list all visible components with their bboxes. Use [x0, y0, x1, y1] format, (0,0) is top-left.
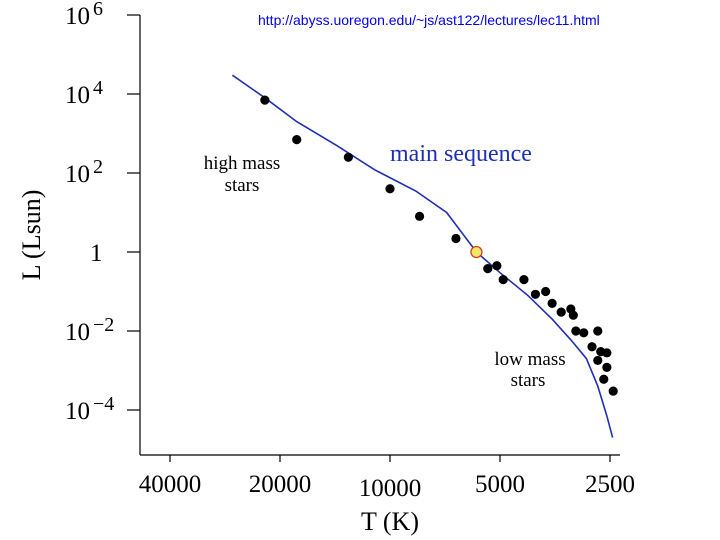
- y-axis-title: L (Lsun): [17, 190, 46, 281]
- star-point: [602, 348, 612, 358]
- star-point: [556, 307, 566, 317]
- star-point: [568, 310, 578, 320]
- x-axis-ticks: 40000 20000 10000 5000 2500: [139, 455, 635, 502]
- y-tick-label: 10 4: [65, 77, 103, 109]
- y-axis-ticks: 10 6 10 4 10 2 1 10 −2 10 −4: [65, 0, 140, 425]
- x-tick-label: 2500: [585, 471, 635, 498]
- star-point: [579, 328, 589, 338]
- x-axis-title: T (K): [361, 507, 419, 536]
- star-point: [498, 275, 508, 285]
- x-tick-label: 10000: [359, 475, 422, 502]
- y-tick-label: 10 −4: [65, 393, 114, 425]
- x-tick-label: 5000: [475, 471, 525, 498]
- y-tick-label: 10 6: [65, 0, 103, 30]
- star-point: [451, 233, 461, 244]
- y-tick-label: 1: [90, 240, 103, 267]
- star-point: [483, 263, 493, 274]
- star-point: [593, 355, 603, 366]
- main-sequence-curve: [231, 74, 614, 438]
- annotation-low-mass-line2: stars: [511, 370, 546, 391]
- star-points: [260, 95, 618, 396]
- star-point: [602, 362, 612, 372]
- x-tick-label: 20000: [249, 471, 312, 498]
- source-url[interactable]: http://abyss.uoregon.edu/~js/ast122/lect…: [258, 12, 600, 28]
- star-point: [593, 326, 603, 336]
- star-point: [519, 275, 529, 285]
- star-point: [492, 261, 502, 271]
- annotation-main-sequence: main sequence: [390, 141, 532, 167]
- x-tick-label: 40000: [139, 471, 202, 498]
- annotation-high-mass-line2: stars: [225, 175, 260, 196]
- star-point: [547, 298, 557, 308]
- star-point: [599, 374, 609, 384]
- star-point: [260, 95, 270, 105]
- annotation-high-mass: high mass: [204, 153, 281, 174]
- star-point: [530, 289, 541, 299]
- star-point: [343, 152, 353, 162]
- y-tick-label: 10 2: [65, 156, 103, 188]
- star-point: [414, 211, 425, 221]
- sun-marker: [470, 245, 483, 259]
- star-point: [587, 342, 597, 352]
- star-point: [571, 326, 581, 336]
- star-point: [541, 286, 551, 297]
- star-point: [608, 386, 618, 396]
- star-point: [292, 135, 302, 145]
- y-tick-label: 10 −2: [65, 314, 114, 346]
- annotation-low-mass: low mass: [494, 349, 565, 370]
- star-point: [385, 184, 395, 194]
